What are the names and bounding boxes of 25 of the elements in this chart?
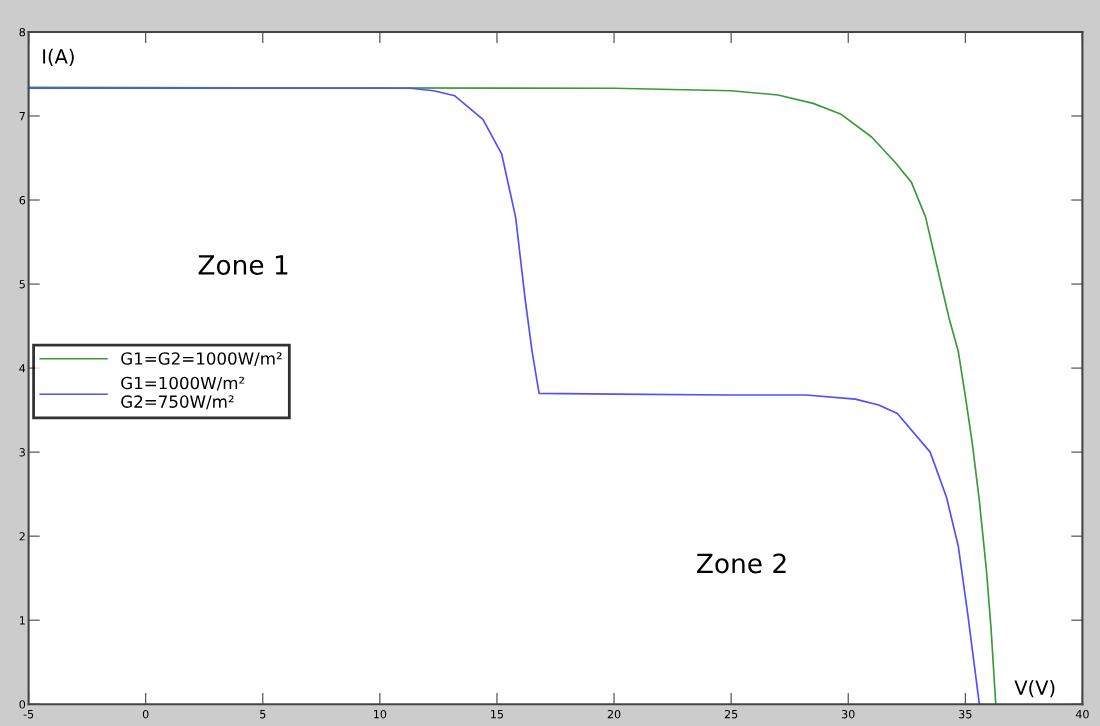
legend-label: G1=1000W/m² G2=750W/m² bbox=[121, 376, 245, 410]
annotation: Zone 1 bbox=[198, 255, 288, 275]
x-tick-label: 30 bbox=[842, 709, 855, 719]
x-tick-label: 40 bbox=[1075, 709, 1089, 719]
y-tick-label: 0 bbox=[19, 700, 26, 709]
y-tick-label: 8 bbox=[19, 27, 26, 37]
legend-label: G1=G2=1000W/m² bbox=[121, 352, 282, 367]
x-tick-label: 20 bbox=[607, 709, 621, 719]
y-tick-label: 2 bbox=[19, 532, 25, 541]
x-tick-label: 15 bbox=[491, 710, 504, 719]
x-tick-label: 10 bbox=[374, 709, 387, 719]
y-tick-label: 5 bbox=[19, 280, 25, 289]
y-tick-label: 6 bbox=[19, 195, 26, 205]
y-axis-title: I(A) bbox=[43, 48, 74, 67]
x-axis-title: V(V) bbox=[1014, 680, 1055, 698]
annotation: Zone 2 bbox=[697, 553, 786, 574]
y-tick-label: 4 bbox=[19, 364, 26, 373]
x-tick-label: 0 bbox=[142, 709, 149, 719]
x-tick-label: 25 bbox=[724, 709, 738, 719]
y-tick-label: 1 bbox=[19, 616, 25, 625]
x-tick-label: 35 bbox=[959, 709, 972, 719]
x-tick-label: -5 bbox=[23, 710, 34, 719]
y-tick-label: 7 bbox=[19, 112, 25, 121]
x-tick-label: 5 bbox=[260, 710, 266, 719]
y-tick-label: 3 bbox=[19, 448, 25, 457]
